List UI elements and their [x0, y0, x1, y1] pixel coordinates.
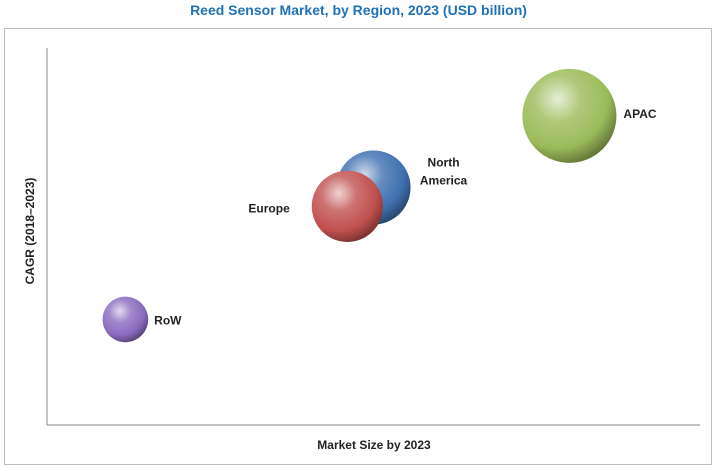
bubble-europe: [311, 170, 384, 242]
x-axis-title: Market Size by 2023: [317, 438, 431, 452]
label-apac: APAC: [623, 107, 656, 121]
label-north-america: North America: [420, 155, 468, 187]
bubble-apac: [522, 68, 617, 163]
chart-title: Reed Sensor Market, by Region, 2023 (USD…: [190, 2, 527, 18]
bubble-row: [102, 296, 149, 343]
label-europe: Europe: [248, 201, 290, 215]
label-row: RoW: [154, 313, 182, 327]
y-axis-title: CAGR (2018–2023): [23, 178, 37, 285]
bubble-group: RoW North America Europe APAC: [102, 68, 657, 343]
chart-frame: [4, 28, 712, 465]
